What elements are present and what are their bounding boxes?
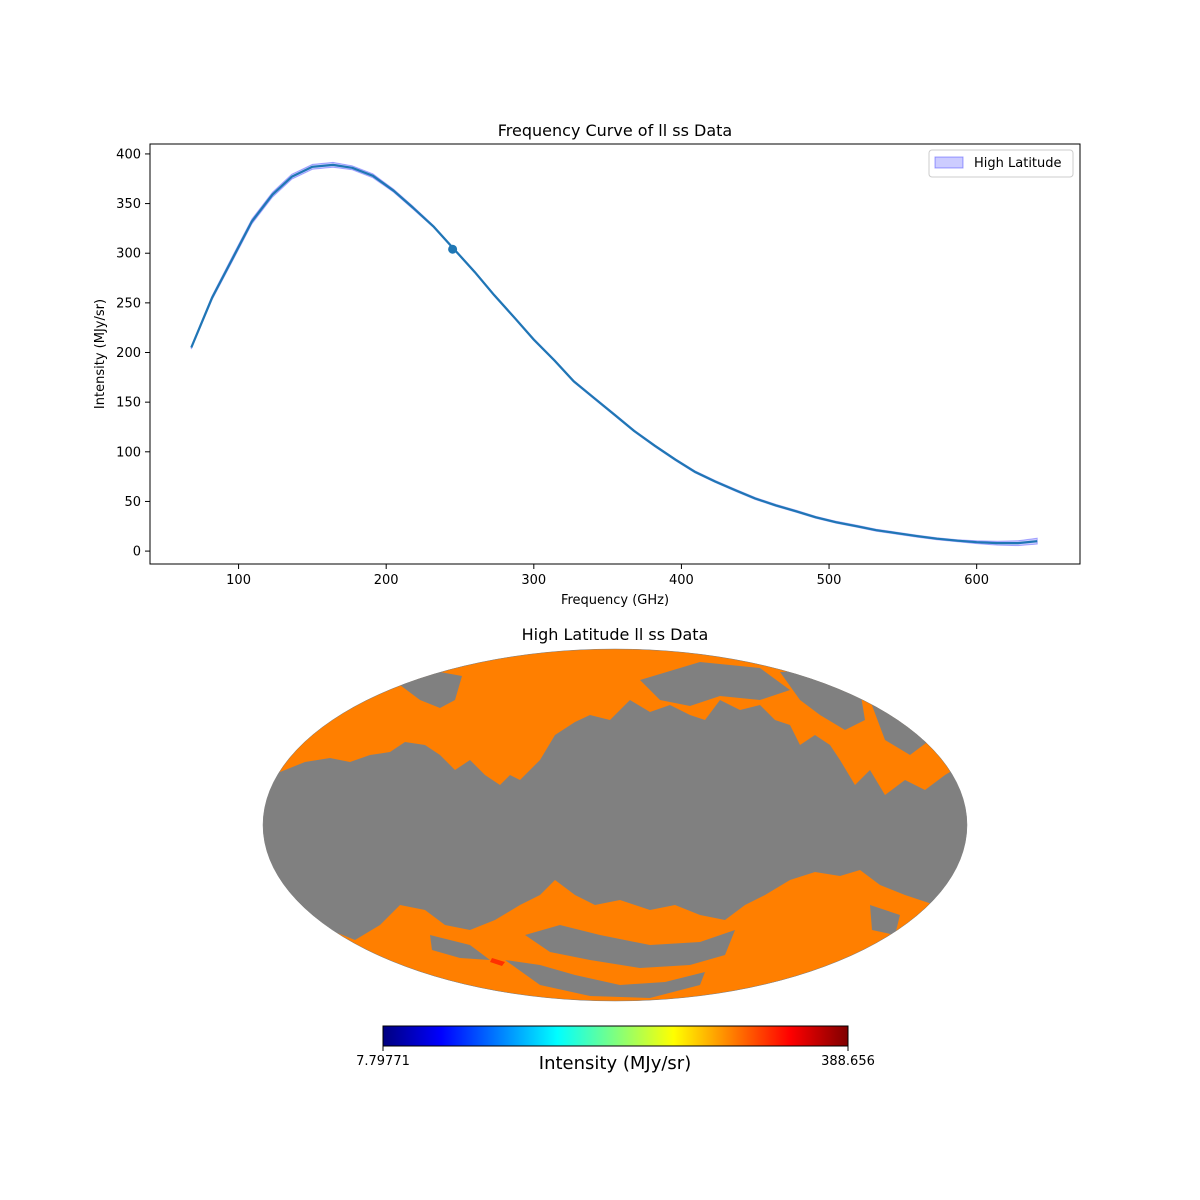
y-tick-label-200: 200 xyxy=(116,346,141,361)
x-axis: 100 200 300 400 500 600 xyxy=(226,564,989,588)
y-tick-label-250: 250 xyxy=(116,296,141,311)
y-tick-label-400: 400 xyxy=(116,147,141,162)
colorbar-gradient xyxy=(382,1025,849,1047)
data-region-south-main xyxy=(263,870,967,1001)
y-tick-label-150: 150 xyxy=(116,396,141,411)
y-tick-label-100: 100 xyxy=(116,445,141,460)
y-tick-label-300: 300 xyxy=(116,247,141,262)
series-line-high-latitude xyxy=(190,163,1038,545)
x-axis-label: Frequency (GHz) xyxy=(561,593,669,608)
masked-patch-south xyxy=(525,925,735,968)
y-tick-label-50: 50 xyxy=(124,495,141,510)
series-marker-point xyxy=(448,244,458,254)
mollweide-projection xyxy=(263,649,967,1001)
colorbar-label: Intensity (MJy/sr) xyxy=(539,1053,691,1074)
masked-patch-south-2 xyxy=(505,960,705,998)
x-tick-label-100: 100 xyxy=(226,573,251,588)
x-tick-label-400: 400 xyxy=(669,573,694,588)
masked-patch-south-4 xyxy=(870,905,900,935)
colorbar-min-label: 7.79771 xyxy=(356,1054,410,1069)
masked-patch-north xyxy=(400,672,462,708)
legend-swatch xyxy=(934,156,964,169)
y-tick-label-0: 0 xyxy=(133,545,141,560)
x-tick-label-200: 200 xyxy=(374,573,399,588)
sky-map: High Latitude ll ss Data xyxy=(262,625,968,1074)
series-uncertainty-band xyxy=(190,161,1038,547)
masked-patch-north-2 xyxy=(640,662,790,706)
legend: High Latitude xyxy=(928,149,1074,178)
y-axis: 0 50 100 150 200 250 300 350 400 xyxy=(116,147,150,560)
hot-spot xyxy=(490,958,505,966)
legend-label: High Latitude xyxy=(974,156,1062,171)
sky-map-title: High Latitude ll ss Data xyxy=(522,625,709,644)
colorbar: 7.79771 388.656 Intensity (MJy/sr) xyxy=(356,1025,875,1074)
legend-box xyxy=(928,149,1074,178)
plot-frame xyxy=(149,143,1081,565)
colorbar-max-label: 388.656 xyxy=(821,1054,875,1069)
x-tick-label-500: 500 xyxy=(817,573,842,588)
y-axis-label: Intensity (MJy/sr) xyxy=(93,299,108,409)
map-outline xyxy=(262,648,968,1002)
masked-patch-north-4 xyxy=(870,700,930,755)
x-tick-label-300: 300 xyxy=(521,573,546,588)
line-chart: Frequency Curve of ll ss Data 100 200 300 4… xyxy=(93,121,1081,608)
y-tick-label-350: 350 xyxy=(116,197,141,212)
line-chart-title: Frequency Curve of ll ss Data xyxy=(498,121,732,140)
x-tick-label-600: 600 xyxy=(964,573,989,588)
masked-patch-south-3 xyxy=(430,935,490,960)
